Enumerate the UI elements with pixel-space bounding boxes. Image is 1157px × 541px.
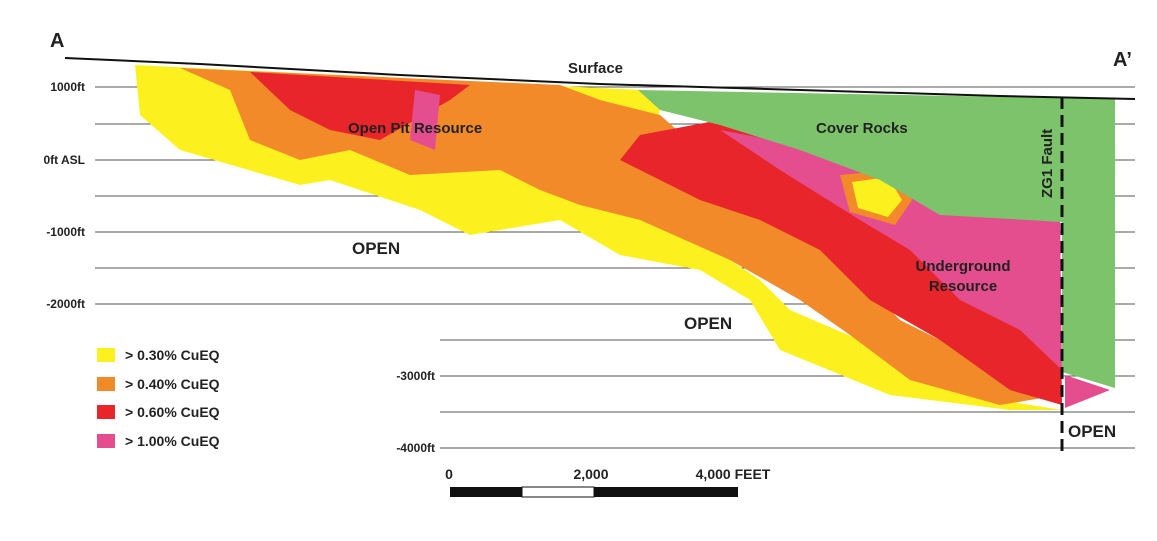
scale-label: 4,000 FEET — [696, 466, 771, 482]
legend-label: > 0.40% CuEQ — [125, 376, 220, 392]
surface-label: Surface — [568, 60, 623, 77]
surface-line — [64, 57, 1136, 100]
scale-label: 2,000 — [573, 466, 608, 482]
underground-label: Underground Resource — [916, 258, 1011, 295]
scale-bar: 0 2,000 4,000 FEET — [445, 466, 771, 498]
label-a-prime: A’ — [1113, 49, 1132, 71]
legend-label: > 1.00% CuEQ — [125, 433, 220, 449]
elevation-label: 1000ft — [50, 80, 85, 94]
open-pit-label: Open Pit Resource — [348, 120, 482, 137]
legend-label: > 0.60% CuEQ — [125, 404, 220, 420]
cover-rocks-label: Cover Rocks — [816, 120, 908, 137]
legend: > 0.30% CuEQ > 0.40% CuEQ > 0.60% CuEQ >… — [97, 347, 220, 449]
elevation-label: -1000ft — [46, 225, 85, 239]
elevation-label: -2000ft — [46, 297, 85, 311]
open-label: OPEN — [684, 314, 732, 333]
elevation-label: -4000ft — [396, 441, 435, 455]
zones — [135, 65, 1115, 410]
elevation-label: 0ft ASL — [43, 153, 85, 167]
open-label: OPEN — [1068, 422, 1116, 441]
legend-label: > 0.30% CuEQ — [125, 347, 220, 363]
scale-label: 0 — [445, 466, 453, 482]
elevation-label: -3000ft — [396, 369, 435, 383]
label-a: A — [50, 30, 64, 52]
fault-label: ZG1 Fault — [1039, 129, 1056, 198]
open-label: OPEN — [352, 239, 400, 258]
